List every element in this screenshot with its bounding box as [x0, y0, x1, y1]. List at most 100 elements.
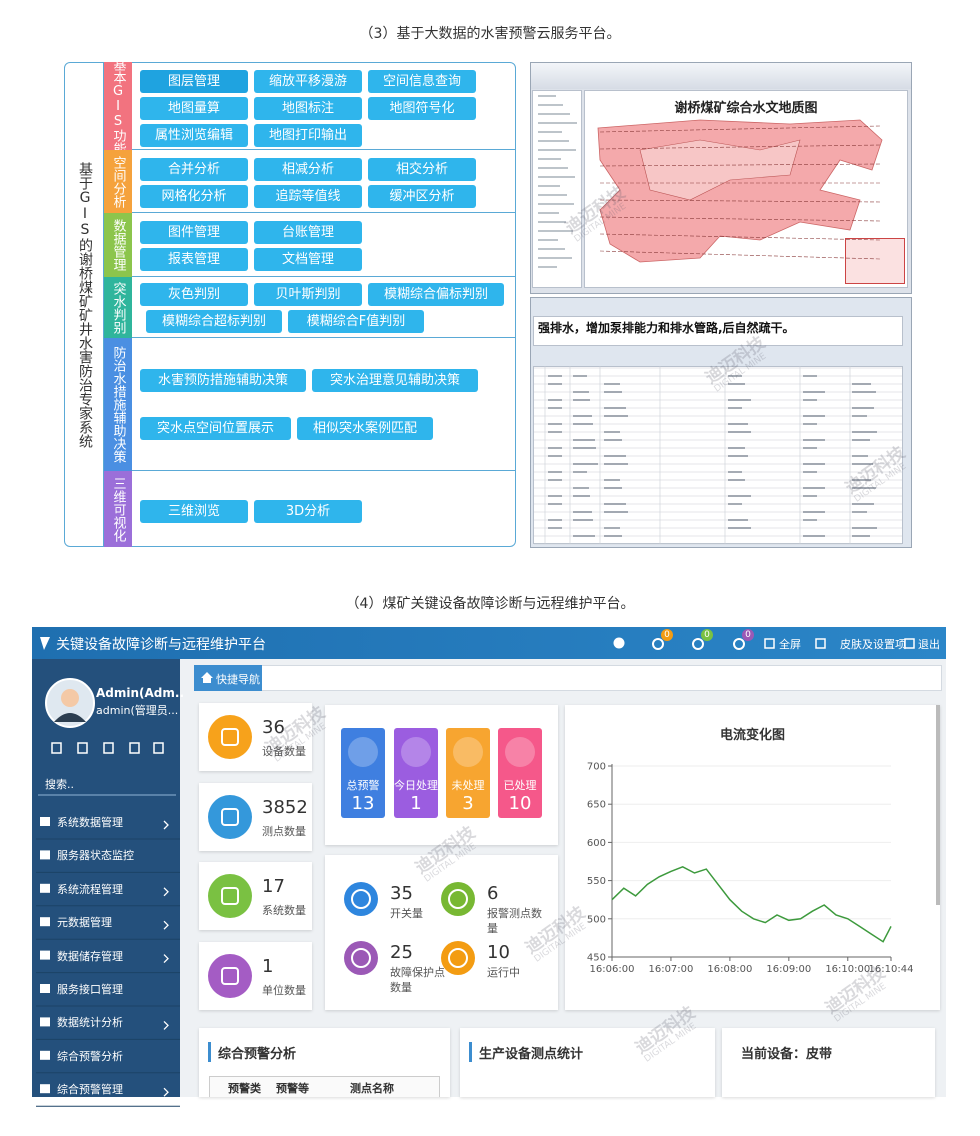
- menu-item[interactable]: 元数据管理: [57, 916, 112, 930]
- menu-icon: [40, 850, 50, 860]
- function-button[interactable]: 属性浏览编辑: [140, 124, 248, 147]
- header-badge: 0: [701, 629, 713, 641]
- point-label: 运行中: [487, 966, 520, 979]
- group-separator: [132, 337, 516, 338]
- function-button[interactable]: 相交分析: [368, 158, 476, 181]
- alert-label[interactable]: 未处理: [451, 779, 485, 792]
- menu-item[interactable]: 系统流程管理: [57, 882, 123, 896]
- table-header: 预警等: [276, 1082, 309, 1095]
- stat-icon: [208, 795, 252, 839]
- bottom-panel: [460, 1028, 715, 1097]
- gis-frame: [64, 62, 516, 547]
- alert-value[interactable]: 10: [508, 793, 532, 814]
- function-button[interactable]: 文档管理: [254, 248, 362, 271]
- menu-item[interactable]: 综合预警管理: [57, 1083, 123, 1097]
- group-separator: [132, 212, 516, 213]
- y-tick-label: 500: [587, 914, 606, 925]
- function-button[interactable]: 台账管理: [254, 221, 362, 244]
- function-button[interactable]: 三维浏览: [140, 500, 248, 523]
- function-button[interactable]: 相减分析: [254, 158, 362, 181]
- function-button[interactable]: 报表管理: [140, 248, 248, 271]
- menu-icon: [40, 817, 50, 826]
- menu-item[interactable]: 数据统计分析: [57, 1016, 123, 1030]
- sidebar-search[interactable]: 搜索..: [45, 778, 74, 791]
- map-toolbar: [531, 63, 911, 89]
- alert-tile[interactable]: [498, 728, 542, 818]
- menu-arrow: [163, 920, 169, 930]
- header-action-icon: [764, 638, 775, 649]
- sidebar-tool-icon: [103, 742, 114, 754]
- point-value: 35: [390, 883, 413, 904]
- breadcrumb-bar: [194, 665, 942, 691]
- function-button[interactable]: 图层管理: [140, 70, 248, 93]
- x-tick-label: 16:07:00: [648, 964, 693, 975]
- map-region: [639, 139, 801, 201]
- header-action[interactable]: 全屏: [779, 638, 801, 651]
- menu-item[interactable]: 服务接口管理: [57, 983, 123, 996]
- function-button[interactable]: 灰色判别: [140, 283, 248, 306]
- header-icon: [652, 638, 664, 650]
- function-button[interactable]: 模糊综合偏标判别: [368, 283, 504, 306]
- function-button[interactable]: 模糊综合超标判别: [146, 310, 282, 333]
- function-button[interactable]: 缩放平移漫游: [254, 70, 362, 93]
- function-button[interactable]: 水害预防措施辅助决策: [140, 369, 306, 392]
- function-button[interactable]: 地图标注: [254, 97, 362, 120]
- alert-tile[interactable]: [446, 728, 490, 818]
- function-button[interactable]: 突水治理意见辅助决策: [312, 369, 478, 392]
- point-icon-ring: [351, 948, 371, 968]
- help-icon: [613, 637, 625, 649]
- alert-tile[interactable]: [394, 728, 438, 818]
- alert-value[interactable]: 1: [410, 793, 422, 814]
- menu-item[interactable]: 综合预警分析: [57, 1049, 123, 1063]
- group-label: 突水判别: [104, 277, 132, 338]
- map-title: 谢桥煤矿综合水文地质图: [674, 101, 818, 116]
- map-road: [599, 233, 881, 241]
- group-label: 防治水措施辅助决策: [104, 338, 132, 471]
- menu-item[interactable]: 数据储存管理: [57, 949, 123, 963]
- header-action[interactable]: 皮肤及设置项: [840, 638, 906, 651]
- function-button[interactable]: 贝叶斯判别: [254, 283, 362, 306]
- alert-value[interactable]: 13: [351, 793, 375, 814]
- function-button[interactable]: 相似突水案例匹配: [297, 417, 433, 440]
- function-button[interactable]: 模糊综合F值判别: [288, 310, 424, 333]
- logo-icon: [40, 637, 50, 650]
- group-label: 数据管理: [104, 213, 132, 277]
- panel-accent: [469, 1042, 472, 1062]
- menu-item[interactable]: 系统数据管理: [57, 816, 123, 829]
- chart-panel: [565, 705, 940, 1010]
- chart-title: 电流变化图: [719, 728, 785, 743]
- function-button[interactable]: 地图打印输出: [254, 124, 362, 147]
- table-header-row: [209, 1076, 440, 1097]
- alert-value[interactable]: 3: [462, 793, 474, 814]
- function-button[interactable]: 缓冲区分析: [368, 185, 476, 208]
- stat-label: 单位数量: [262, 984, 306, 997]
- stat-label: 系统数量: [262, 904, 306, 917]
- point-icon: [344, 941, 378, 975]
- alert-label[interactable]: 已处理: [503, 779, 537, 792]
- function-button[interactable]: 3D分析: [254, 500, 362, 523]
- function-button[interactable]: 追踪等值线: [254, 185, 362, 208]
- alert-tile[interactable]: [341, 728, 385, 818]
- function-button[interactable]: 空间信息查询: [368, 70, 476, 93]
- header-action[interactable]: 退出: [918, 638, 940, 651]
- function-button[interactable]: 合并分析: [140, 158, 248, 181]
- alert-label[interactable]: 今日处理: [394, 779, 438, 792]
- function-button[interactable]: 网格化分析: [140, 185, 248, 208]
- menu-icon: [40, 1017, 50, 1027]
- point-label: 报警测点数量: [487, 907, 542, 935]
- function-button[interactable]: 地图量算: [140, 97, 248, 120]
- x-tick-label: 16:10:44: [869, 964, 914, 975]
- stat-icon-glyph: [221, 887, 239, 905]
- function-button[interactable]: 地图符号化: [368, 97, 476, 120]
- menu-item[interactable]: 服务器状态监控: [57, 849, 134, 863]
- function-button[interactable]: 突水点空间位置展示: [140, 417, 291, 440]
- alert-icon: [401, 737, 431, 767]
- breadcrumb[interactable]: 快捷导航: [216, 673, 260, 686]
- alert-label[interactable]: 总预警: [346, 779, 380, 792]
- map-road: [599, 199, 881, 203]
- x-tick-label: 16:08:00: [707, 964, 752, 975]
- function-button[interactable]: 图件管理: [140, 221, 248, 244]
- expert-advice-box: [533, 316, 903, 346]
